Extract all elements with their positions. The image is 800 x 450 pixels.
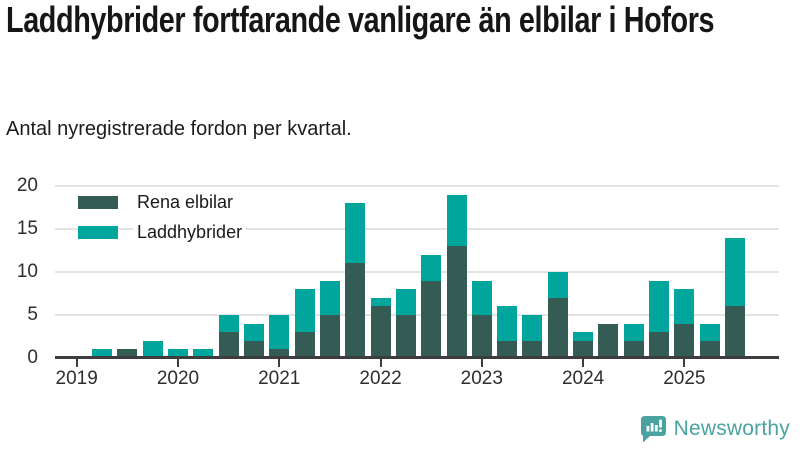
bar-segment-electric bbox=[674, 323, 695, 358]
bar-segment-hybrid bbox=[699, 323, 720, 341]
x-tick bbox=[75, 359, 78, 367]
bar-segment-electric bbox=[218, 332, 239, 358]
bar-segment-electric bbox=[471, 315, 492, 358]
bar-segment-hybrid bbox=[421, 254, 442, 281]
x-tick-label: 2024 bbox=[561, 368, 605, 389]
bar-segment-electric bbox=[294, 332, 315, 358]
gridline bbox=[55, 314, 779, 316]
bar-segment-hybrid bbox=[547, 272, 568, 298]
gridline bbox=[55, 271, 779, 273]
bar-segment-electric bbox=[699, 340, 720, 358]
newsworthy-wordmark: Newsworthy bbox=[673, 417, 790, 440]
bar-segment-electric bbox=[522, 340, 543, 358]
chart-title: Laddhybrider fortfarande vanligare än el… bbox=[6, 0, 715, 40]
bar-segment-electric bbox=[446, 246, 467, 358]
bar-segment-hybrid bbox=[193, 349, 214, 358]
bar-segment-electric bbox=[598, 323, 619, 358]
x-tick-label: 2023 bbox=[460, 368, 503, 389]
newsworthy-logo-icon bbox=[640, 416, 666, 443]
bar-segment-hybrid bbox=[623, 323, 644, 341]
bar-segment-hybrid bbox=[446, 194, 467, 247]
bar-segment-electric bbox=[117, 349, 138, 358]
bar-segment-hybrid bbox=[395, 289, 416, 315]
legend-item-electric: Rena elbilar bbox=[78, 191, 238, 213]
legend-label: Laddhybrider bbox=[133, 221, 247, 243]
x-tick-label: 2022 bbox=[359, 368, 402, 389]
bar-segment-hybrid bbox=[725, 237, 746, 307]
plot-area bbox=[55, 185, 779, 358]
bar-segment-hybrid bbox=[319, 280, 340, 315]
bar-segment-hybrid bbox=[294, 289, 315, 333]
x-tick bbox=[176, 359, 179, 367]
bar-segment-hybrid bbox=[92, 349, 113, 358]
bar-segment-hybrid bbox=[243, 323, 264, 341]
bar-segment-hybrid bbox=[370, 297, 391, 307]
y-axis: 0 5 10 15 20 bbox=[0, 176, 47, 367]
x-tick bbox=[683, 359, 686, 367]
x-axis-line bbox=[55, 356, 779, 359]
bar-segment-electric bbox=[243, 340, 264, 358]
legend-item-hybrid: Laddhybrider bbox=[78, 221, 247, 243]
bar-segment-electric bbox=[573, 340, 594, 358]
x-tick bbox=[278, 359, 281, 367]
bar-segment-hybrid bbox=[269, 315, 290, 350]
bar-segment-hybrid bbox=[142, 340, 163, 358]
x-tick-label: 2019 bbox=[55, 368, 98, 389]
bar-segment-hybrid bbox=[167, 349, 188, 358]
x-tick bbox=[480, 359, 483, 367]
y-tick-label: 20 bbox=[16, 175, 38, 196]
bar-segment-hybrid bbox=[522, 315, 543, 341]
bar-segment-hybrid bbox=[345, 203, 366, 264]
gridline bbox=[55, 185, 779, 187]
bar-segment-electric bbox=[623, 340, 644, 358]
x-tick-label: 2020 bbox=[156, 368, 200, 389]
legend-swatch-hybrid bbox=[78, 225, 118, 239]
bar-segment-electric bbox=[345, 263, 366, 358]
y-tick-label: 0 bbox=[27, 347, 38, 368]
y-tick-label: 10 bbox=[16, 261, 38, 282]
x-tick bbox=[582, 359, 585, 367]
bar-segment-electric bbox=[269, 349, 290, 358]
legend-swatch-electric bbox=[78, 195, 118, 209]
bar-segment-electric bbox=[370, 306, 391, 358]
bar-segment-hybrid bbox=[674, 289, 695, 324]
bar-segment-electric bbox=[421, 280, 442, 358]
x-axis: 2019 2020 2021 2022 2023 2024 2025 bbox=[55, 359, 779, 395]
y-tick-label: 15 bbox=[16, 218, 38, 239]
x-tick-label: 2021 bbox=[258, 368, 301, 389]
bar-segment-hybrid bbox=[218, 315, 239, 333]
newsworthy-branding[interactable]: Newsworthy bbox=[640, 415, 790, 443]
bar-segment-electric bbox=[547, 297, 568, 358]
bar-segment-electric bbox=[319, 315, 340, 358]
x-tick-label: 2025 bbox=[663, 368, 706, 389]
bar-segment-hybrid bbox=[573, 332, 594, 341]
chart-subtitle: Antal nyregistrerade fordon per kvartal. bbox=[6, 118, 352, 140]
legend-label: Rena elbilar bbox=[133, 191, 238, 213]
bar-segment-hybrid bbox=[471, 280, 492, 315]
x-tick bbox=[379, 359, 382, 367]
bar-segment-electric bbox=[395, 315, 416, 358]
gridline bbox=[55, 228, 779, 230]
bar-segment-electric bbox=[649, 332, 670, 358]
bar-segment-hybrid bbox=[497, 306, 518, 341]
y-tick-label: 5 bbox=[27, 304, 38, 325]
bar-segment-electric bbox=[497, 340, 518, 358]
bar-segment-electric bbox=[725, 306, 746, 358]
bar-segment-hybrid bbox=[649, 280, 670, 333]
